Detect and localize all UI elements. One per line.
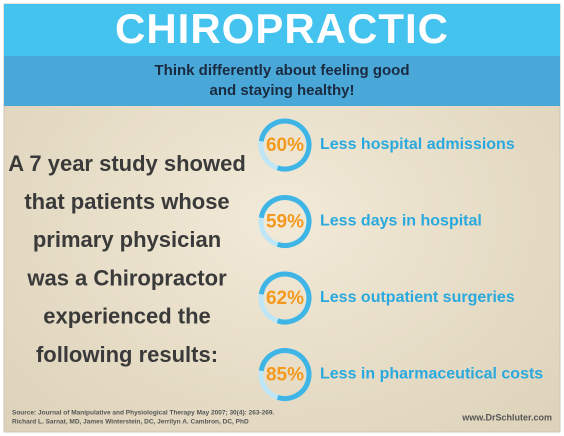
stat-percent: 62%: [266, 288, 304, 309]
source: Richard L. Sarnat, MD, James Winterstein…: [12, 419, 249, 426]
source: Source: Journal of Manipulative and Phys…: [12, 410, 274, 417]
stat-label: Less outpatient surgeries: [320, 289, 515, 306]
ring: [258, 348, 312, 401]
title: CHIROPRACTIC: [115, 5, 449, 52]
study-line: that patients whose: [24, 189, 229, 214]
title-band: [4, 4, 560, 56]
stat-label: Less in pharmaceutical costs: [320, 366, 543, 383]
study-line: primary physician: [33, 227, 221, 252]
stat-percent: 60%: [266, 135, 304, 156]
study-line: following results:: [36, 342, 218, 367]
subtitle: and staying healthy!: [209, 82, 354, 99]
stat-label: Less hospital admissions: [320, 136, 515, 153]
study-line: A 7 year study showed: [8, 151, 246, 176]
ring: [258, 271, 312, 325]
stat-label: Less days in hospital: [320, 213, 482, 230]
stats: 60% Less hospital admissions 59% Less days …: [258, 118, 543, 401]
study-text: A 7 year study showed that patients whose…: [8, 151, 246, 367]
study-line: was a Chiropractor: [26, 265, 227, 290]
subtitle: Think differently about feeling good: [155, 62, 410, 79]
ring: [258, 118, 312, 172]
study-line: experienced the: [43, 304, 211, 329]
stat-percent: 85%: [266, 365, 304, 386]
website: www.DrSchluter.com: [461, 412, 552, 422]
ring: [258, 195, 312, 248]
subtitle-band: [4, 56, 560, 106]
stat-percent: 59%: [266, 212, 304, 233]
